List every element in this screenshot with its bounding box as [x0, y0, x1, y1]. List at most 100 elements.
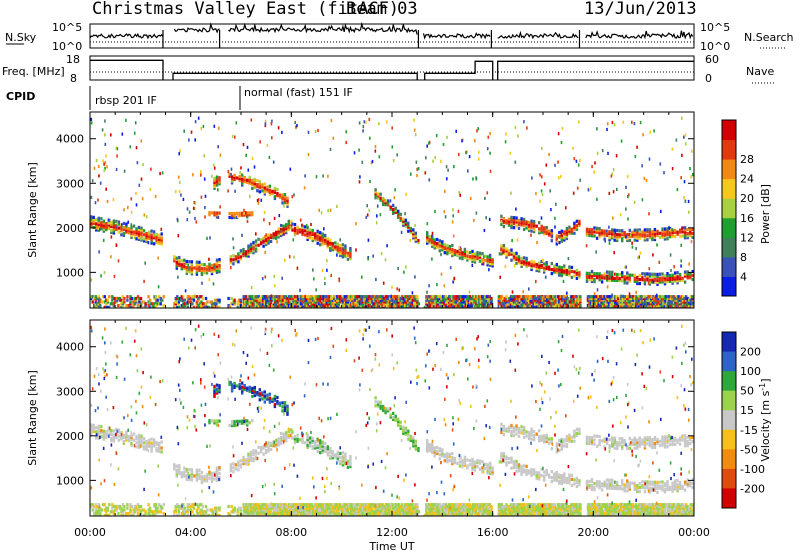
power-echo-cell: [375, 304, 378, 308]
velocity-echo-cell: [110, 438, 113, 443]
velocity-echo-cell: [522, 425, 526, 429]
power-echo-cell: [614, 272, 616, 276]
power-echo-cell: [108, 226, 110, 230]
power-echo-cell: [413, 118, 415, 122]
power-echo-cell: [606, 296, 609, 301]
power-echo-cell: [556, 295, 559, 299]
power-echo-cell: [568, 300, 572, 304]
power-echo-cell: [575, 223, 579, 227]
velocity-echo-cell: [110, 432, 113, 437]
power-echo-cell: [518, 295, 522, 299]
power-echo-cell: [105, 224, 108, 228]
power-echo-cell: [210, 270, 214, 274]
power-echo-cell: [413, 298, 416, 302]
power-echo-cell: [683, 236, 687, 240]
power-echo-cell: [296, 124, 298, 128]
power-echo-cell: [508, 298, 511, 302]
power-echo-cell: [517, 257, 521, 261]
velocity-echo-cell: [238, 386, 241, 391]
power-echo-cell: [598, 274, 601, 278]
power-echo-cell: [249, 194, 251, 198]
power-echo-cell: [324, 296, 327, 301]
power-echo-cell: [231, 134, 234, 138]
velocity-echo-cell: [412, 436, 415, 440]
power-echo-cell: [611, 172, 614, 176]
power-echo-cell: [361, 160, 364, 164]
power-echo-cell: [598, 235, 601, 239]
power-echo-cell: [384, 203, 387, 207]
velocity-echo-cell: [598, 435, 601, 439]
power-echo-cell: [543, 295, 546, 299]
velocity-echo-cell: [127, 439, 131, 443]
power-echo-cell: [549, 189, 551, 193]
power-echo-cell: [641, 272, 644, 276]
velocity-echo-cell: [215, 470, 219, 474]
power-echo-cell: [592, 305, 596, 308]
power-echo-cell: [604, 296, 608, 301]
power-echo-cell: [266, 143, 269, 147]
power-echo-cell: [242, 304, 245, 308]
power-echo-cell: [259, 240, 263, 244]
power-echo-cell: [605, 278, 609, 282]
power-echo-cell: [98, 297, 101, 301]
power-echo-cell: [286, 204, 289, 208]
velocity-echo-cell: [488, 461, 492, 465]
power-echo-cell: [568, 227, 571, 231]
velocity-echo-cell: [374, 404, 377, 408]
power-echo-cell: [467, 295, 470, 299]
power-echo-cell: [208, 268, 211, 272]
power-echo-cell: [643, 238, 647, 242]
power-echo-cell: [606, 127, 608, 132]
power-echo-cell: [305, 302, 309, 306]
power-echo-cell: [512, 218, 516, 222]
velocity-echo-cell: [532, 438, 536, 442]
power-echo-cell: [530, 259, 533, 264]
power-echo-cell: [576, 186, 579, 190]
power-echo-cell: [636, 228, 639, 232]
power-echo-cell: [648, 304, 652, 308]
power-echo-cell: [512, 222, 516, 226]
power-echo-cell: [112, 229, 116, 233]
power-echo-cell: [611, 270, 614, 274]
power-echo-cell: [248, 179, 251, 183]
power-echo-cell: [500, 246, 503, 250]
power-echo-cell: [106, 298, 109, 302]
power-echo-cell: [286, 300, 289, 304]
velocity-echo-cell: [486, 467, 489, 471]
power-echo-cell: [278, 296, 282, 301]
power-echo-cell: [589, 295, 593, 299]
power-echo-cell: [487, 304, 490, 308]
velocity-echo-cell: [426, 443, 429, 447]
velocity-echo-cell: [243, 388, 246, 392]
power-echo-cell: [503, 296, 507, 301]
power-echo-cell: [488, 263, 492, 267]
power-echo-cell: [567, 300, 570, 304]
power-echo-cell: [621, 296, 624, 301]
velocity-echo-cell: [178, 469, 181, 474]
power-echo-cell: [668, 275, 672, 279]
power-echo-cell: [509, 295, 513, 299]
power-echo-cell: [558, 296, 561, 301]
power-echo-cell: [659, 304, 662, 308]
power-echo-cell: [648, 267, 651, 271]
power-echo-cell: [681, 304, 685, 308]
power-echo-cell: [532, 305, 535, 308]
power-echo-cell: [393, 304, 396, 308]
power-echo-cell: [245, 300, 248, 304]
power-echo-cell: [416, 167, 418, 171]
freq-label: Freq. [MHz]: [2, 65, 65, 78]
power-echo-cell: [90, 278, 93, 282]
power-echo-cell: [340, 300, 344, 304]
power-echo-cell: [675, 295, 679, 299]
velocity-echo-cell: [175, 472, 178, 476]
velocity-echo-cell: [278, 403, 282, 407]
power-echo-cell: [588, 302, 591, 306]
power-echo-cell: [476, 257, 479, 261]
power-echo-cell: [110, 133, 112, 137]
power-echo-cell: [102, 223, 105, 227]
power-echo-cell: [361, 302, 365, 306]
power-echo-cell: [133, 298, 137, 302]
velocity-echo-cell: [329, 446, 332, 450]
power-echo-cell: [215, 177, 219, 181]
